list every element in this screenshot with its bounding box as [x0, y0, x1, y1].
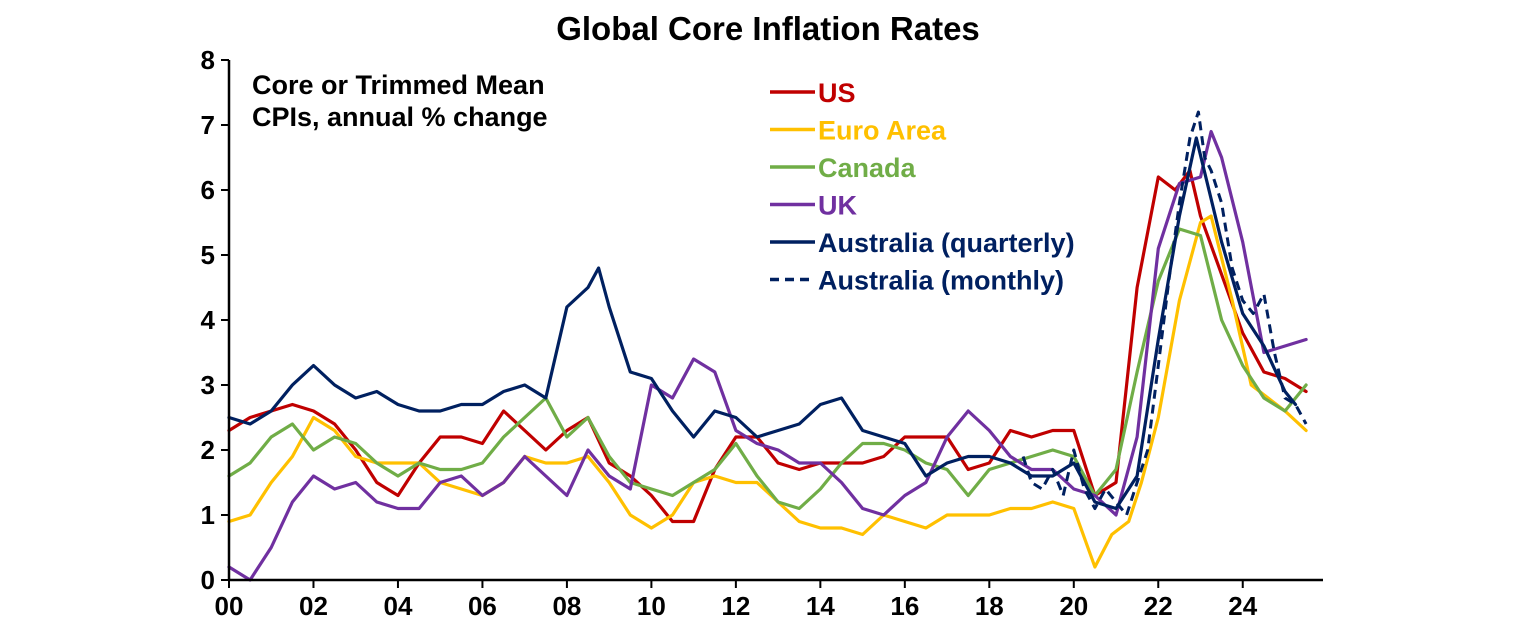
chart-annotation: Core or Trimmed Mean CPIs, annual % chan… — [252, 70, 548, 132]
y-tick-label: 1 — [201, 500, 215, 530]
x-tick-label: 02 — [299, 591, 328, 621]
y-tick-label: 2 — [201, 435, 215, 465]
x-tick-label: 24 — [1228, 591, 1257, 621]
y-tick-label: 7 — [201, 110, 215, 140]
legend-label-australia-quarterly: Australia (quarterly) — [818, 228, 1075, 258]
y-tick-label: 6 — [201, 175, 215, 205]
series-line-australia-monthly — [1021, 110, 1308, 517]
series-line-us — [227, 168, 1308, 524]
series-line-canada — [227, 227, 1308, 511]
x-tick-label: 08 — [552, 591, 581, 621]
legend-label-us: US — [818, 78, 856, 108]
x-tick-label: 20 — [1059, 591, 1088, 621]
y-tick-label: 5 — [201, 240, 215, 270]
y-tick-label: 0 — [201, 565, 215, 595]
x-tick-label: 18 — [975, 591, 1004, 621]
series-line-uk — [227, 129, 1308, 582]
x-tick-label: 16 — [890, 591, 919, 621]
annotation-line-2: CPIs, annual % change — [252, 102, 548, 132]
x-tick-label: 22 — [1144, 591, 1173, 621]
legend-label-uk: UK — [818, 191, 857, 221]
x-tick-label: 10 — [637, 591, 666, 621]
series-layer — [227, 110, 1308, 582]
y-tick-label: 8 — [201, 45, 215, 75]
x-tick-label: 14 — [806, 591, 835, 621]
series-line-australia-quarterly — [227, 136, 1298, 511]
annotation-line-1: Core or Trimmed Mean — [252, 70, 545, 100]
chart-legend: US Euro Area Canada UK Australia (quarterly)… — [770, 78, 1075, 296]
legend-label-canada: Canada — [818, 153, 917, 183]
x-tick-label: 04 — [383, 591, 412, 621]
y-tick-label: 3 — [201, 370, 215, 400]
chart-title: Global Core Inflation Rates — [556, 10, 980, 47]
series-line-euro-area — [227, 214, 1308, 569]
y-tick-label: 4 — [201, 305, 216, 335]
x-tick-label: 06 — [468, 591, 497, 621]
legend-label-euro-area: Euro Area — [818, 116, 947, 146]
x-tick-label: 12 — [721, 591, 750, 621]
x-tick-label: 00 — [215, 591, 244, 621]
legend-label-australia-monthly: Australia (monthly) — [818, 266, 1064, 296]
